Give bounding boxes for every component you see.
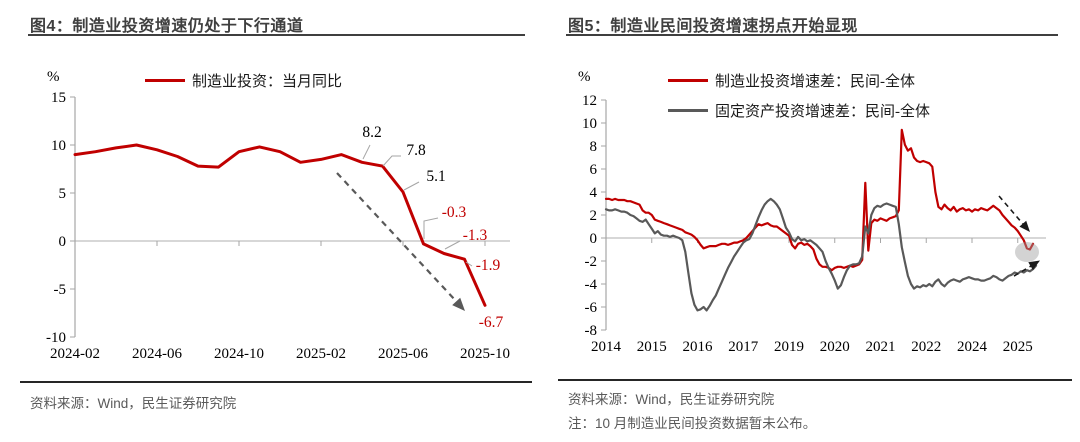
data-label-leader bbox=[362, 144, 371, 160]
gray-series-arrowhead-icon bbox=[1028, 260, 1040, 270]
x-tick-label: 2025 bbox=[1003, 339, 1033, 355]
y-tick-label: -5 bbox=[54, 282, 67, 298]
y-tick-label: 10 bbox=[51, 138, 66, 154]
series-line-0 bbox=[604, 128, 1035, 272]
series-line-0 bbox=[73, 143, 487, 307]
y-tick-label: 12 bbox=[582, 93, 597, 109]
red-series-arrowhead-icon bbox=[1019, 220, 1030, 232]
y-tick-label: 4 bbox=[590, 185, 598, 201]
y-axis-unit-label: % bbox=[578, 69, 591, 85]
figure4-source: 资料来源：Wind，民生证券研究院 bbox=[30, 396, 237, 411]
data-point-label: -6.7 bbox=[479, 314, 504, 331]
data-label-leader bbox=[423, 217, 439, 239]
y-axis-unit-label: % bbox=[47, 69, 60, 85]
data-point-label: -1.3 bbox=[463, 227, 488, 244]
x-tick-label: 2024-10 bbox=[214, 346, 264, 362]
x-tick-label: 2014 bbox=[591, 339, 622, 355]
data-point-label: 8.2 bbox=[362, 124, 381, 141]
x-tick-label: 2025-02 bbox=[296, 346, 346, 362]
figure5-legend-row-2: 固定资产投资增速差：民间-全体 bbox=[668, 100, 930, 121]
y-tick-label: -4 bbox=[585, 277, 598, 293]
x-tick-label: 2019 bbox=[774, 339, 804, 355]
figure4-title-rule bbox=[28, 34, 525, 36]
figure5-legend2-line-icon bbox=[668, 109, 708, 112]
y-tick-label: -6 bbox=[585, 300, 598, 316]
y-tick-label: 0 bbox=[590, 231, 598, 247]
x-tick-label: 2015 bbox=[637, 339, 667, 355]
y-tick-label: 0 bbox=[59, 234, 67, 250]
y-tick-label: -8 bbox=[585, 323, 598, 339]
y-tick-label: 8 bbox=[590, 139, 598, 155]
downtrend-arrowhead-icon bbox=[452, 297, 465, 311]
figure4-legend-label: 制造业投资：当月同比 bbox=[192, 74, 343, 90]
y-tick-label: 2 bbox=[590, 208, 598, 224]
figure4-legend: 制造业投资：当月同比 bbox=[145, 70, 342, 91]
y-tick-label: 5 bbox=[59, 186, 67, 202]
figure5-source: 资料来源：Wind，民生证券研究院 bbox=[568, 392, 775, 407]
x-tick-label: 2025-10 bbox=[460, 346, 510, 362]
x-tick-label: 2017 bbox=[728, 339, 759, 355]
inflection-highlight-circle bbox=[1015, 242, 1039, 262]
figure5-note: 注：10 月制造业民间投资数据暂未公布。 bbox=[568, 416, 817, 431]
figure4-chart: % 2024-02 2024-06 2024-10 2025-02 2025-06 2025… bbox=[46, 69, 510, 362]
y-tick-label: 15 bbox=[51, 90, 66, 106]
data-point-label: -1.9 bbox=[476, 257, 501, 274]
data-label-leader bbox=[382, 155, 401, 167]
data-label-leader bbox=[465, 261, 473, 267]
figure5-legend2-label: 固定资产投资增速差：民间-全体 bbox=[715, 104, 930, 120]
x-tick-label: 2022 bbox=[911, 339, 941, 355]
series-line-1 bbox=[604, 197, 1038, 312]
data-label-leader bbox=[444, 240, 461, 250]
x-tick-label: 2024-06 bbox=[132, 346, 182, 362]
figure4-title: 图4：制造业投资增速仍处于下行通道 bbox=[30, 18, 304, 35]
y-tick-label: -10 bbox=[46, 330, 66, 346]
figure5-title-rule bbox=[566, 34, 1058, 36]
y-tick-label: 6 bbox=[590, 162, 598, 178]
x-tick-label: 2016 bbox=[683, 339, 714, 355]
figure4-footer-rule bbox=[20, 381, 532, 383]
data-label-leader bbox=[403, 181, 420, 191]
figure5-legend1-label: 制造业投资增速差：民间-全体 bbox=[715, 74, 915, 90]
y-tick-label: -2 bbox=[585, 254, 598, 270]
downtrend-dashed-arrow bbox=[336, 172, 457, 302]
figure5-title: 图5：制造业民间投资增速拐点开始显现 bbox=[568, 18, 858, 35]
data-point-label: 7.8 bbox=[406, 142, 426, 159]
x-tick-label: 2025-06 bbox=[378, 346, 428, 362]
figure5-legend-row-1: 制造业投资增速差：民间-全体 bbox=[668, 70, 915, 91]
figure5-legend1-line-icon bbox=[668, 79, 708, 82]
gray-series-dashed-arrow bbox=[1013, 265, 1032, 277]
figure5-chart: %2014 2015 2016 2017 2019 2020 2021 2022 2024 202… bbox=[578, 69, 1046, 355]
x-tick-label: 2021 bbox=[866, 339, 896, 355]
figure5-footer-rule bbox=[558, 379, 1072, 381]
data-point-label: 5.1 bbox=[426, 168, 445, 185]
x-tick-label: 2024 bbox=[957, 339, 988, 355]
red-series-dashed-arrow bbox=[998, 195, 1024, 225]
figure4-legend-line-icon bbox=[145, 79, 185, 82]
x-tick-label: 2020 bbox=[820, 339, 850, 355]
data-point-label: -0.3 bbox=[442, 204, 467, 221]
x-tick-label: 2024-02 bbox=[50, 346, 100, 362]
y-tick-label: 10 bbox=[582, 116, 597, 132]
